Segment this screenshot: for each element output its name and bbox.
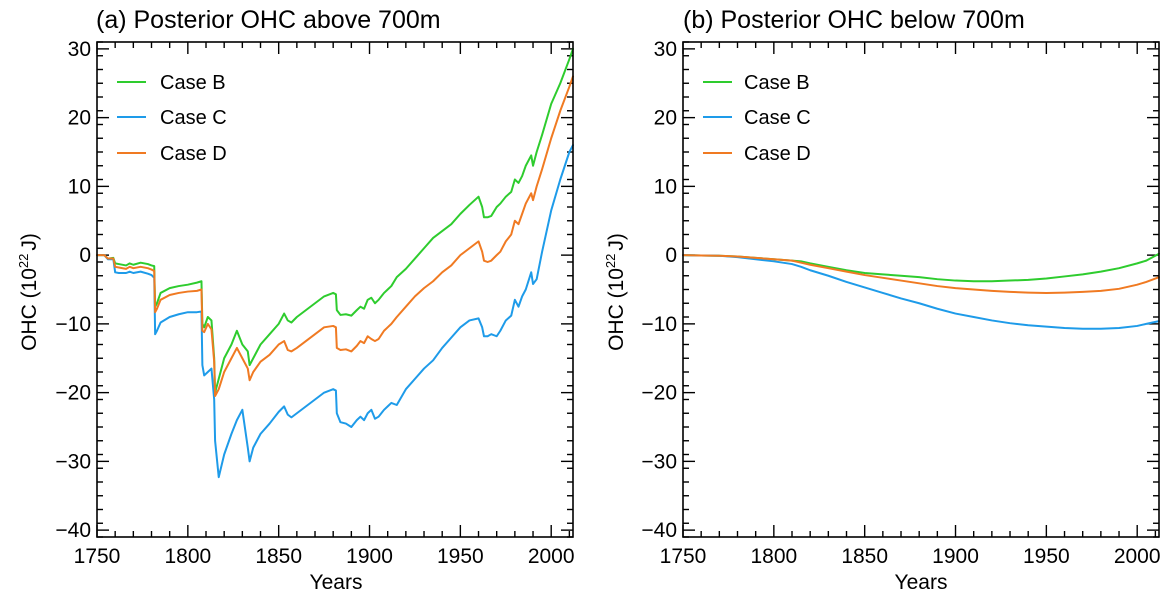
panel-a-xtick-label: 1750 <box>74 545 121 568</box>
panel-b-ytick-label: −40 <box>641 519 677 542</box>
panel-a-x-axis-label: Years <box>310 571 363 594</box>
panel-a-series-case-d-line <box>96 75 574 398</box>
panel-a-ytick-label: 30 <box>68 38 91 61</box>
panel-b-ticks: −40 −30 −20 −10 0 10 20 30 1750 1800 1850 1900 1950 2… <box>641 38 1160 568</box>
panel-b-frame <box>682 41 1160 538</box>
panel-a-ytick-label: 20 <box>68 107 91 130</box>
panel-a-xtick-label: 1900 <box>346 545 393 568</box>
panel-b-ytick-label: −20 <box>641 382 677 405</box>
panel-b-xtick-label: 2000 <box>1114 545 1161 568</box>
panel-a-xtick-label: 1850 <box>255 545 302 568</box>
panel-b-plot-area <box>682 252 1160 330</box>
panel-b-y-axis-label: OHC (1022J) <box>603 233 628 351</box>
panel-a: (a) Posterior OHC above 700m OHC (1022J)… <box>16 6 575 594</box>
panel-b-xtick-label: 1800 <box>750 545 797 568</box>
panel-b-xtick-label: 1850 <box>841 545 888 568</box>
panel-a-xtick-label: 1950 <box>437 545 484 568</box>
panel-a-frame <box>96 41 574 538</box>
panel-a-title: (a) Posterior OHC above 700m <box>96 6 441 34</box>
panel-b: (b) Posterior OHC below 700m OHC (1022J)… <box>603 6 1161 594</box>
panel-b-ytick-label: −10 <box>641 313 677 336</box>
panel-b-xtick-label: 1750 <box>660 545 707 568</box>
panel-a-ytick-label: −10 <box>55 313 91 336</box>
panel-b-legend-label-case-c: Case C <box>744 107 811 129</box>
panel-b-ytick-label: −30 <box>641 450 677 473</box>
panel-a-ytick-label: −30 <box>55 450 91 473</box>
panel-a-series-case-b-line <box>96 47 574 394</box>
panel-b-title: (b) Posterior OHC below 700m <box>683 6 1025 34</box>
panel-b-series-case-c-line <box>682 254 1160 330</box>
panel-b-ytick-label: 10 <box>654 175 677 198</box>
panel-a-legend: Case B Case C Case D <box>117 72 227 165</box>
panel-b-x-axis-label: Years <box>895 571 948 594</box>
panel-b-legend-label-case-b: Case B <box>744 72 810 94</box>
panel-b-ytick-label: 20 <box>654 107 677 130</box>
panel-a-plot-area <box>96 47 574 479</box>
panel-b-series-case-d-line <box>682 254 1160 294</box>
panel-a-xtick-label: 1800 <box>164 545 211 568</box>
panel-b-ytick-label: 0 <box>665 244 677 267</box>
panel-b-ytick-label: 30 <box>654 38 677 61</box>
panel-b-xtick-label: 1900 <box>932 545 979 568</box>
panel-a-xtick-label: 2000 <box>528 545 575 568</box>
panel-a-ticks: −40 −30 −20 −10 0 10 20 30 1750 1800 1850 1900 1950 2… <box>55 38 574 568</box>
panel-b-xtick-label: 1950 <box>1023 545 1070 568</box>
panel-b-legend-label-case-d: Case D <box>744 143 811 165</box>
panel-a-series-case-c-line <box>96 144 574 479</box>
panel-a-ytick-label: 0 <box>79 244 91 267</box>
panel-a-y-axis-label: OHC (1022J) <box>16 233 41 351</box>
panel-b-legend: Case B Case C Case D <box>703 72 811 165</box>
panel-a-legend-label-case-c: Case C <box>160 107 227 129</box>
panel-a-ytick-label: −40 <box>55 519 91 542</box>
panel-a-ytick-label: 10 <box>68 175 91 198</box>
panel-a-legend-label-case-b: Case B <box>160 72 226 94</box>
panel-a-ytick-label: −20 <box>55 382 91 405</box>
panel-a-legend-label-case-d: Case D <box>160 143 227 165</box>
